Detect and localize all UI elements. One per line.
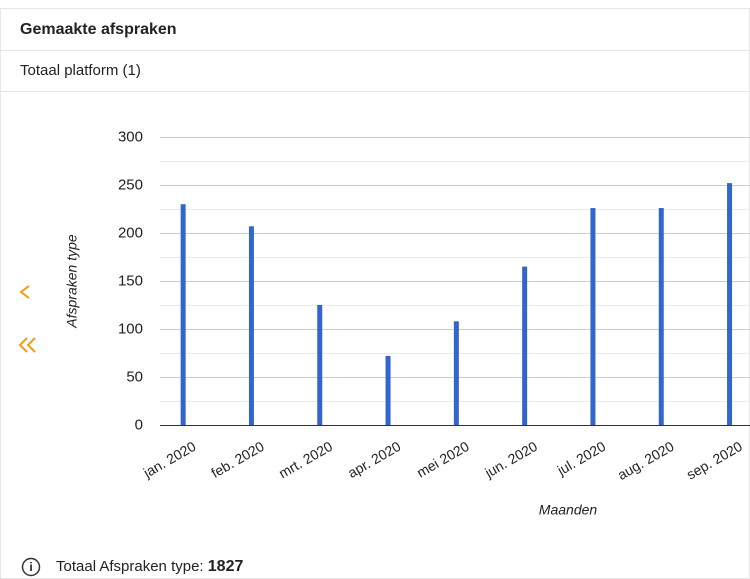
bar [522,266,528,425]
bar [590,208,596,425]
x-axis-title: Maanden [539,502,598,518]
bar [658,208,664,425]
first-arrow[interactable] [18,337,36,353]
bar [727,183,733,425]
bar [385,355,391,425]
y-axis-title: Afspraken type [64,234,80,329]
bar [248,226,254,425]
y-tick-label: 200 [118,224,143,241]
bar [453,321,459,425]
y-tick-label: 250 [118,176,143,193]
footer-total: 1827 [208,558,244,575]
card-title: Gemaakte afspraken [20,21,177,38]
bar [180,204,186,425]
card-subtitle: Totaal platform (1) [20,62,141,79]
y-tick-label: 50 [126,368,143,385]
prev-arrow[interactable] [19,285,30,299]
footer: Totaal Afspraken type: 1827 [56,558,243,575]
bar [317,305,323,425]
info-icon-glyph: i [29,560,32,574]
card [0,8,750,579]
y-tick-label: 100 [118,320,143,337]
info-icon [21,557,41,577]
y-tick-label: 150 [118,272,143,289]
y-tick-label: 300 [118,128,143,145]
footer-label: Totaal Afspraken type: [56,558,204,575]
y-tick-label: 0 [135,416,143,433]
